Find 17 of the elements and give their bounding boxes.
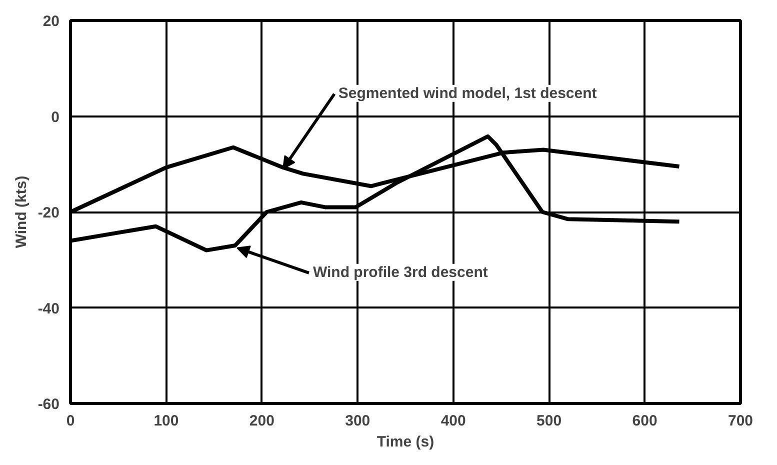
- x-axis-title: Time (s): [376, 434, 434, 450]
- y-tick-label: 20: [42, 13, 60, 30]
- annotation: Wind profile 3rd descent: [312, 264, 488, 281]
- x-tick-label: 300: [345, 412, 370, 430]
- x-tick-label: 600: [632, 412, 658, 430]
- y-tick-label: -60: [38, 396, 60, 413]
- y-axis-title: Wind (kts): [12, 176, 30, 248]
- y-tick-label: -20: [38, 204, 60, 222]
- x-tick-label: 400: [440, 412, 466, 430]
- y-tick-label: -40: [38, 300, 60, 318]
- x-tick-label: 200: [249, 412, 274, 430]
- x-tick-label: 0: [66, 412, 75, 430]
- annotation: Segmented wind model, 1st descent: [338, 84, 597, 102]
- y-tick-label: 0: [51, 108, 60, 126]
- x-tick-label: 100: [154, 412, 179, 430]
- x-tick-label: 700: [728, 412, 754, 430]
- x-tick-label: 500: [536, 412, 562, 430]
